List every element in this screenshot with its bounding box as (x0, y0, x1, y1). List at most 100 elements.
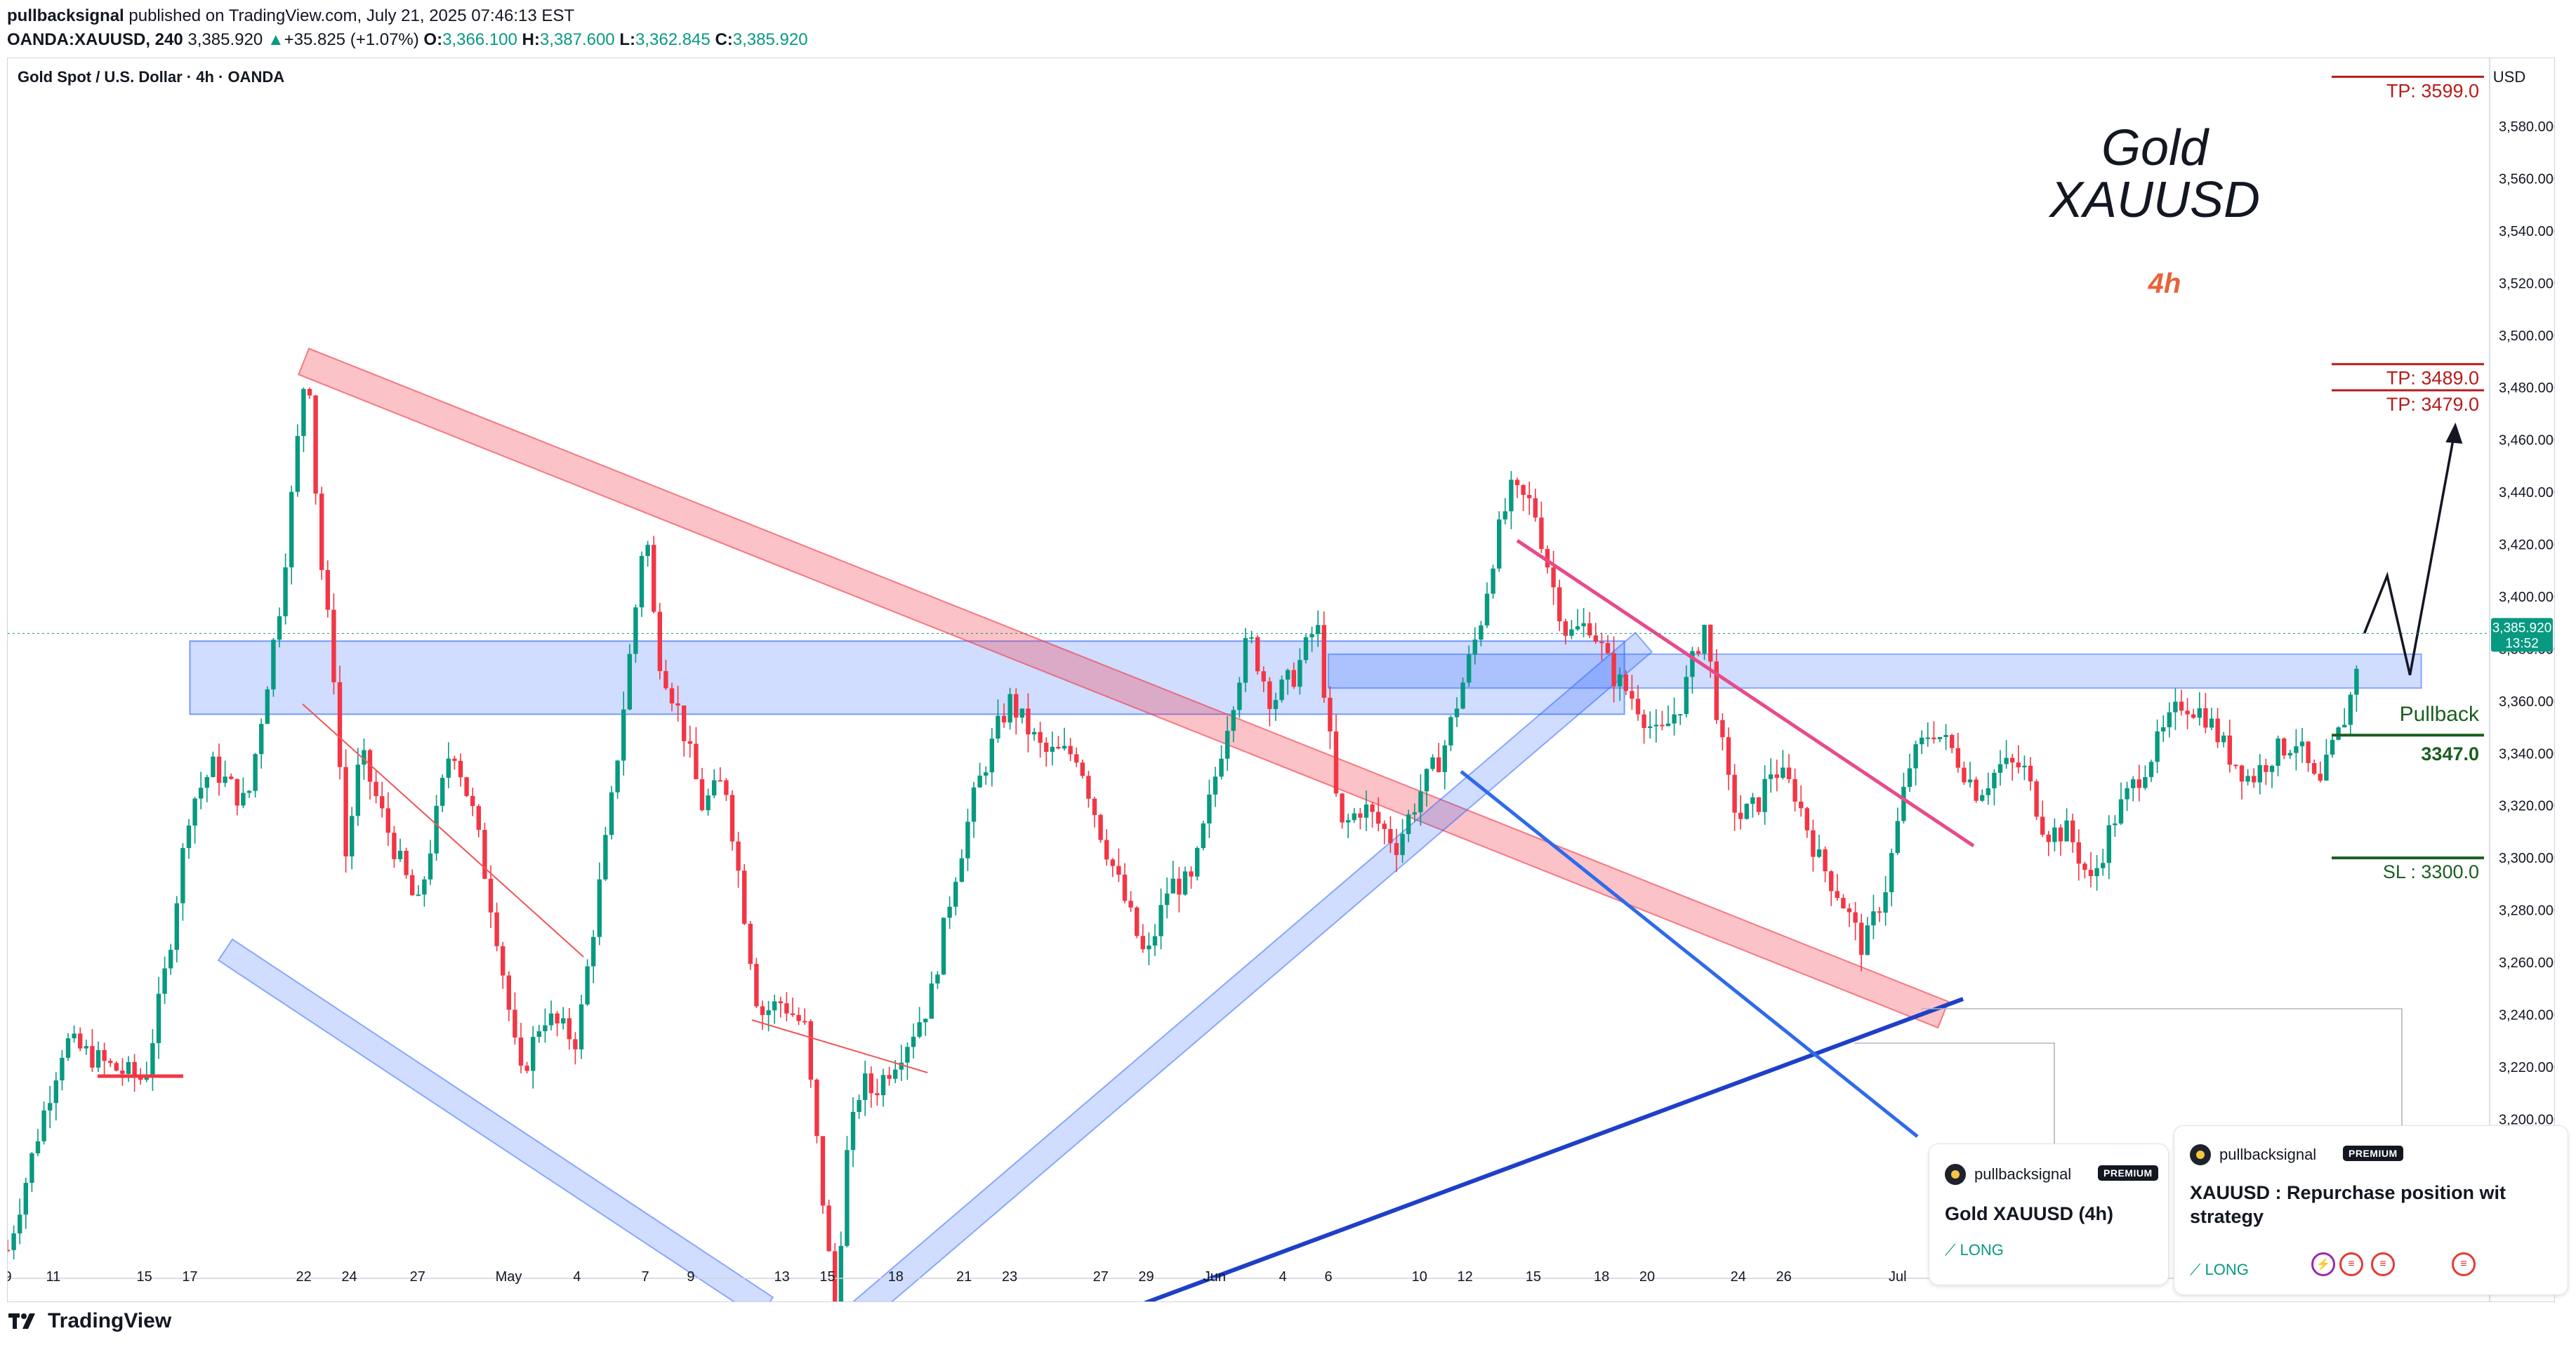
candle-down (337, 682, 343, 767)
candle-up (1008, 694, 1012, 723)
price-tick-label: 3,440.000 (2499, 485, 2554, 501)
candle-up (633, 607, 638, 654)
trendline-blue-falling (1460, 770, 1919, 1138)
candle-up (2125, 788, 2129, 800)
candle-up (1997, 764, 2003, 773)
chart-canvas[interactable]: TP: 3599.0 TP: 3489.0 TP: 3479.0 3347.0 SL :… (8, 58, 2554, 1301)
idea-card-repurchase[interactable]: pullbacksignal PREMIUM XAUUSD : Repurcha… (2174, 1125, 2568, 1295)
candle-up (169, 950, 173, 969)
candle-down (1726, 737, 1731, 775)
candle-down (1026, 708, 1031, 735)
candle-up (246, 790, 252, 793)
candle-down (1720, 720, 1725, 738)
open-value: 3,366.100 (442, 30, 517, 49)
candle-down (78, 1033, 83, 1049)
candle-up (2143, 776, 2148, 788)
price-tick-label: 3,500.000 (2499, 329, 2554, 344)
candle-up (1019, 708, 1024, 718)
candle-down (814, 1080, 819, 1137)
candle-up (41, 1110, 46, 1141)
candle-up (1442, 745, 1447, 772)
candle-down (1291, 670, 1296, 687)
time-tick-label: 12 (1457, 1269, 1472, 1285)
card-author[interactable]: pullbacksignal (2219, 1146, 2317, 1163)
candle-up (2245, 776, 2250, 782)
price-tick-label: 3,280.000 (2499, 903, 2554, 919)
candle-down (1853, 912, 1858, 923)
candle-down (790, 1013, 795, 1015)
candle-up (905, 1047, 910, 1063)
candle-up (2161, 727, 2166, 732)
time-tick-label: 4 (573, 1269, 581, 1285)
candle-up (162, 968, 167, 994)
candle-up (1346, 820, 1351, 823)
candle-up (1702, 625, 1707, 654)
candle-up (283, 567, 288, 616)
candle-up (434, 805, 439, 854)
candle-down (229, 776, 234, 779)
candle-up (1467, 654, 1472, 683)
candle-up (2167, 712, 2172, 728)
candle-down (663, 670, 668, 689)
candle-up (1648, 726, 1653, 729)
card-title-line1[interactable]: XAUUSD : Repurchase position wit (2190, 1182, 2506, 1203)
candle-up (585, 966, 590, 1005)
candle-up (543, 1025, 548, 1032)
trendline-blue-lower (1144, 997, 1964, 1301)
candle-up (1225, 731, 1230, 759)
candle-down (458, 760, 463, 778)
candle-up (259, 724, 264, 755)
candle-up (2324, 755, 2329, 781)
candle-up (857, 1100, 861, 1112)
candle-down (1098, 814, 1103, 840)
low-value: 3,362.845 (635, 30, 711, 49)
idea-card-gold-4h[interactable]: pullbacksignal PREMIUM Gold XAUUSD (4h) … (1929, 1144, 2169, 1285)
candle-down (1799, 801, 1804, 809)
candle-up (1491, 568, 1495, 594)
candle-up (446, 758, 451, 778)
time-tick-label: 15 (819, 1269, 835, 1285)
card-author[interactable]: pullbacksignal (1974, 1165, 2072, 1183)
candle-down (2076, 842, 2081, 864)
chart-frame[interactable]: TP: 3599.0 TP: 3489.0 TP: 3479.0 3347.0 SL :… (7, 58, 2568, 1302)
flag-icon: ≡ (2339, 1252, 2363, 1276)
candle-down (1708, 625, 1713, 662)
card-title[interactable]: Gold XAUUSD (4h) (1945, 1203, 2113, 1224)
candle-up (609, 792, 614, 835)
candle-down (669, 688, 675, 704)
publisher-name[interactable]: pullbacksignal (7, 6, 124, 25)
candle-up (2287, 753, 2292, 756)
candle-up (1031, 731, 1037, 735)
candles-layer (8, 387, 2359, 1301)
price-tick-label: 3,400.000 (2499, 590, 2554, 605)
candle-up (1195, 848, 1200, 877)
candle-up (621, 709, 626, 761)
candle-down (506, 975, 511, 1010)
candle-down (675, 703, 680, 706)
candle-up (35, 1141, 41, 1153)
last-price-value: 3,385.920 (2492, 621, 2552, 635)
candle-up (863, 1073, 868, 1101)
tradingview-footer[interactable]: TradingView (8, 1307, 171, 1335)
levels-layer: TP: 3599.0 TP: 3489.0 TP: 3479.0 3347.0 SL :… (2332, 75, 2484, 882)
candle-down (724, 780, 729, 795)
candle-down (404, 851, 409, 875)
candle-down (1521, 485, 1526, 496)
candle-down (833, 1251, 838, 1301)
symbol-label: OANDA:XAUUSD, 240 (7, 30, 183, 49)
candle-up (355, 764, 360, 816)
candle-down (2028, 765, 2033, 782)
candle-up (1871, 911, 1876, 926)
breakout-zone (1328, 653, 2422, 689)
connector-line (1854, 1042, 2055, 1144)
zones-layer (189, 347, 2422, 1301)
publisher-line: pullbacksignal published on TradingView.… (7, 4, 2563, 28)
candle-up (645, 545, 650, 556)
time-tick-label: Jun (1203, 1269, 1226, 1285)
trendline-red-thin (751, 1019, 928, 1073)
premium-badge: PREMIUM (2343, 1146, 2403, 1161)
candle-down (778, 1001, 783, 1004)
card-title-line2[interactable]: strategy (2190, 1206, 2264, 1227)
candle-up (174, 903, 179, 950)
ohlc-line: OANDA:XAUUSD, 240 3,385.920 ▲+35.825 (+1… (7, 28, 2563, 52)
